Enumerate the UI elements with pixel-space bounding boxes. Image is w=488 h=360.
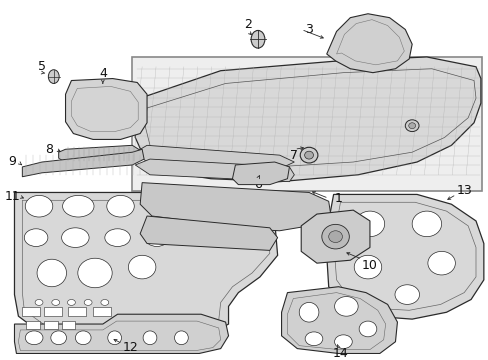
Ellipse shape [358,321,376,337]
Bar [22,307,40,316]
Polygon shape [326,14,411,73]
Ellipse shape [411,211,441,237]
Ellipse shape [408,123,415,129]
Polygon shape [281,287,397,354]
Ellipse shape [52,300,60,305]
Ellipse shape [25,195,53,217]
Polygon shape [135,145,294,169]
Ellipse shape [143,331,157,345]
Polygon shape [22,149,144,177]
Ellipse shape [305,332,322,346]
Ellipse shape [106,195,134,217]
Ellipse shape [107,331,121,345]
Ellipse shape [24,229,48,247]
Ellipse shape [128,255,156,279]
Text: 10: 10 [361,258,377,272]
Ellipse shape [145,229,168,247]
Polygon shape [140,216,277,251]
Ellipse shape [185,230,206,246]
Ellipse shape [304,151,313,159]
Polygon shape [140,183,330,231]
Ellipse shape [174,331,188,345]
Ellipse shape [37,259,66,287]
Ellipse shape [394,285,419,305]
Ellipse shape [354,211,384,237]
Ellipse shape [300,147,317,163]
Ellipse shape [62,195,94,217]
Ellipse shape [299,302,318,322]
Bar [93,307,110,316]
Ellipse shape [61,228,89,247]
Ellipse shape [84,300,92,305]
Polygon shape [135,57,480,182]
Ellipse shape [67,300,75,305]
Ellipse shape [78,258,112,288]
Ellipse shape [328,231,342,243]
Text: 5: 5 [38,60,46,73]
Polygon shape [59,145,140,163]
Ellipse shape [334,335,351,348]
Ellipse shape [427,251,454,275]
Ellipse shape [35,300,43,305]
Polygon shape [301,210,369,263]
Ellipse shape [405,120,418,132]
Text: 7: 7 [290,149,298,162]
Polygon shape [135,159,294,182]
Bar [44,321,58,329]
Text: 14: 14 [332,347,347,360]
Bar [68,307,86,316]
Text: 8: 8 [45,143,53,156]
Ellipse shape [321,224,348,249]
Ellipse shape [75,331,91,345]
Ellipse shape [149,197,174,216]
Text: 11: 11 [4,190,20,203]
Ellipse shape [353,255,381,279]
Ellipse shape [25,331,43,345]
Polygon shape [326,194,483,319]
Text: 9: 9 [9,154,17,167]
Text: 1: 1 [334,192,342,205]
Ellipse shape [104,229,130,247]
Text: 2: 2 [244,18,252,31]
Text: 6: 6 [254,178,262,191]
Bar [61,321,75,329]
Text: 4: 4 [99,67,106,80]
Text: 3: 3 [305,23,312,36]
Polygon shape [15,314,228,354]
Bar [132,57,481,192]
Ellipse shape [51,331,66,345]
Text: 12: 12 [122,341,138,354]
Bar [26,321,40,329]
Ellipse shape [334,297,357,316]
Polygon shape [15,193,277,342]
Ellipse shape [101,300,108,305]
Polygon shape [65,78,147,139]
Bar [44,307,61,316]
Text: 13: 13 [455,184,471,197]
Ellipse shape [48,70,59,84]
Polygon shape [232,162,289,185]
Ellipse shape [251,31,264,48]
